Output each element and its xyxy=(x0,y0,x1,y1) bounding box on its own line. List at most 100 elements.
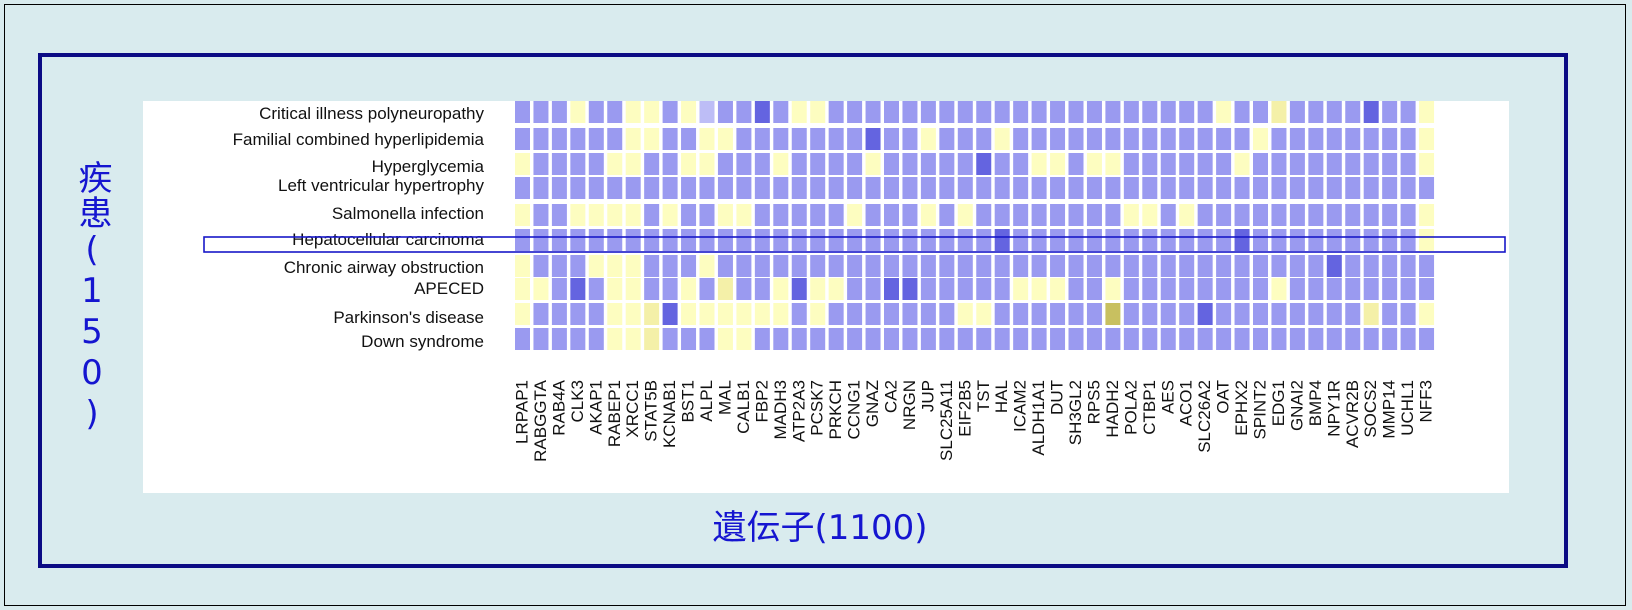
heatmap-cell xyxy=(976,328,992,350)
heatmap-cell xyxy=(515,255,530,277)
heatmap-cell xyxy=(1345,328,1361,350)
heatmap-cell xyxy=(570,101,586,123)
heatmap-cell xyxy=(607,278,623,300)
heatmap-cell xyxy=(1363,328,1379,350)
column-label: RAB4A xyxy=(549,379,568,435)
heatmap-cell xyxy=(791,128,807,150)
heatmap-cell xyxy=(902,177,918,199)
heatmap-cell xyxy=(607,229,623,251)
heatmap-cell xyxy=(1123,303,1139,325)
heatmap-cell xyxy=(1142,101,1158,123)
heatmap-cell xyxy=(828,177,844,199)
heatmap-cell xyxy=(699,229,715,251)
heatmap-cell xyxy=(865,128,881,150)
heatmap-cell xyxy=(1197,101,1213,123)
column-label: SLC26A2 xyxy=(1195,380,1214,453)
heatmap-cell xyxy=(754,278,770,300)
heatmap-cell xyxy=(1382,204,1398,226)
column-label: CTBP1 xyxy=(1140,380,1159,435)
heatmap-cell xyxy=(662,328,678,350)
heatmap-cell xyxy=(588,255,604,277)
heatmap-cell xyxy=(625,101,641,123)
heatmap-cell xyxy=(515,328,530,350)
heatmap-cell xyxy=(1216,128,1232,150)
heatmap-cell xyxy=(865,153,881,175)
heatmap-cell xyxy=(1382,153,1398,175)
heatmap-cell xyxy=(551,204,567,226)
heatmap-cell xyxy=(1179,328,1195,350)
heatmap-cell xyxy=(847,255,863,277)
heatmap-cell xyxy=(884,101,899,123)
heatmap-cell xyxy=(828,128,844,150)
column-label: HAL xyxy=(992,380,1011,413)
heatmap-cells xyxy=(515,101,1435,350)
heatmap-cell xyxy=(920,128,936,150)
heatmap-cell xyxy=(570,153,586,175)
heatmap-cell xyxy=(1234,153,1250,175)
heatmap-cell xyxy=(644,328,660,350)
heatmap-cell xyxy=(884,177,899,199)
heatmap-cell xyxy=(976,177,992,199)
heatmap-cell xyxy=(773,101,789,123)
heatmap-cell xyxy=(828,328,844,350)
heatmap-cell xyxy=(717,128,733,150)
column-label: RABGGTA xyxy=(531,379,550,462)
column-label: MADH3 xyxy=(771,380,790,440)
heatmap-cell xyxy=(773,229,789,251)
heatmap-cell xyxy=(625,229,641,251)
heatmap-cell xyxy=(1382,128,1398,150)
heatmap-cell xyxy=(588,328,604,350)
heatmap-cell xyxy=(1031,101,1047,123)
heatmap-cell xyxy=(1123,278,1139,300)
heatmap-cell xyxy=(1382,303,1398,325)
heatmap-cell xyxy=(976,278,992,300)
heatmap-cell xyxy=(994,204,1010,226)
heatmap-cell xyxy=(791,255,807,277)
heatmap-cell xyxy=(699,278,715,300)
heatmap-cell xyxy=(828,303,844,325)
heatmap-cell xyxy=(1086,204,1102,226)
heatmap-cell xyxy=(1013,278,1029,300)
heatmap-cell xyxy=(957,278,973,300)
heatmap-cell xyxy=(1271,128,1287,150)
column-label: EIF2B5 xyxy=(955,380,974,437)
x-axis-title: 遺伝子(1100) xyxy=(712,508,928,548)
heatmap-cell xyxy=(699,255,715,277)
heatmap-cell xyxy=(1308,303,1324,325)
heatmap-cell xyxy=(939,278,955,300)
heatmap-cell xyxy=(1142,303,1158,325)
heatmap-cell xyxy=(1216,328,1232,350)
heatmap-cell xyxy=(920,153,936,175)
heatmap-cell xyxy=(902,204,918,226)
heatmap-cell xyxy=(717,153,733,175)
heatmap-cell xyxy=(1160,128,1176,150)
row-label: APECED xyxy=(414,279,484,298)
heatmap-cell xyxy=(1234,255,1250,277)
heatmap-cell xyxy=(828,101,844,123)
heatmap-cell xyxy=(773,255,789,277)
heatmap-cell xyxy=(1326,328,1342,350)
heatmap-cell xyxy=(810,177,826,199)
heatmap-cell xyxy=(1123,153,1139,175)
heatmap-cell xyxy=(625,153,641,175)
heatmap-cell xyxy=(1363,204,1379,226)
heatmap-cell xyxy=(791,328,807,350)
heatmap-cell xyxy=(939,255,955,277)
heatmap-cell xyxy=(1086,303,1102,325)
heatmap-cell xyxy=(1013,328,1029,350)
heatmap-cell xyxy=(957,177,973,199)
heatmap-cell xyxy=(1068,255,1084,277)
heatmap-cell xyxy=(1234,328,1250,350)
column-label: RABEP1 xyxy=(605,380,624,447)
heatmap-cell xyxy=(533,101,549,123)
heatmap-cell xyxy=(1142,128,1158,150)
heatmap-cell xyxy=(994,278,1010,300)
heatmap-cell xyxy=(1363,177,1379,199)
column-label: ALPL xyxy=(697,380,716,422)
column-label: PRKCH xyxy=(826,380,845,440)
heatmap-cell xyxy=(1419,177,1435,199)
heatmap-cell xyxy=(1142,229,1158,251)
heatmap-cell xyxy=(1400,229,1416,251)
column-labels: LRPAP1 RABGGTA RAB4A CLK3 AKAP1 RABEP1 XRCC1 ST… xyxy=(513,379,1436,462)
heatmap-cell xyxy=(773,153,789,175)
